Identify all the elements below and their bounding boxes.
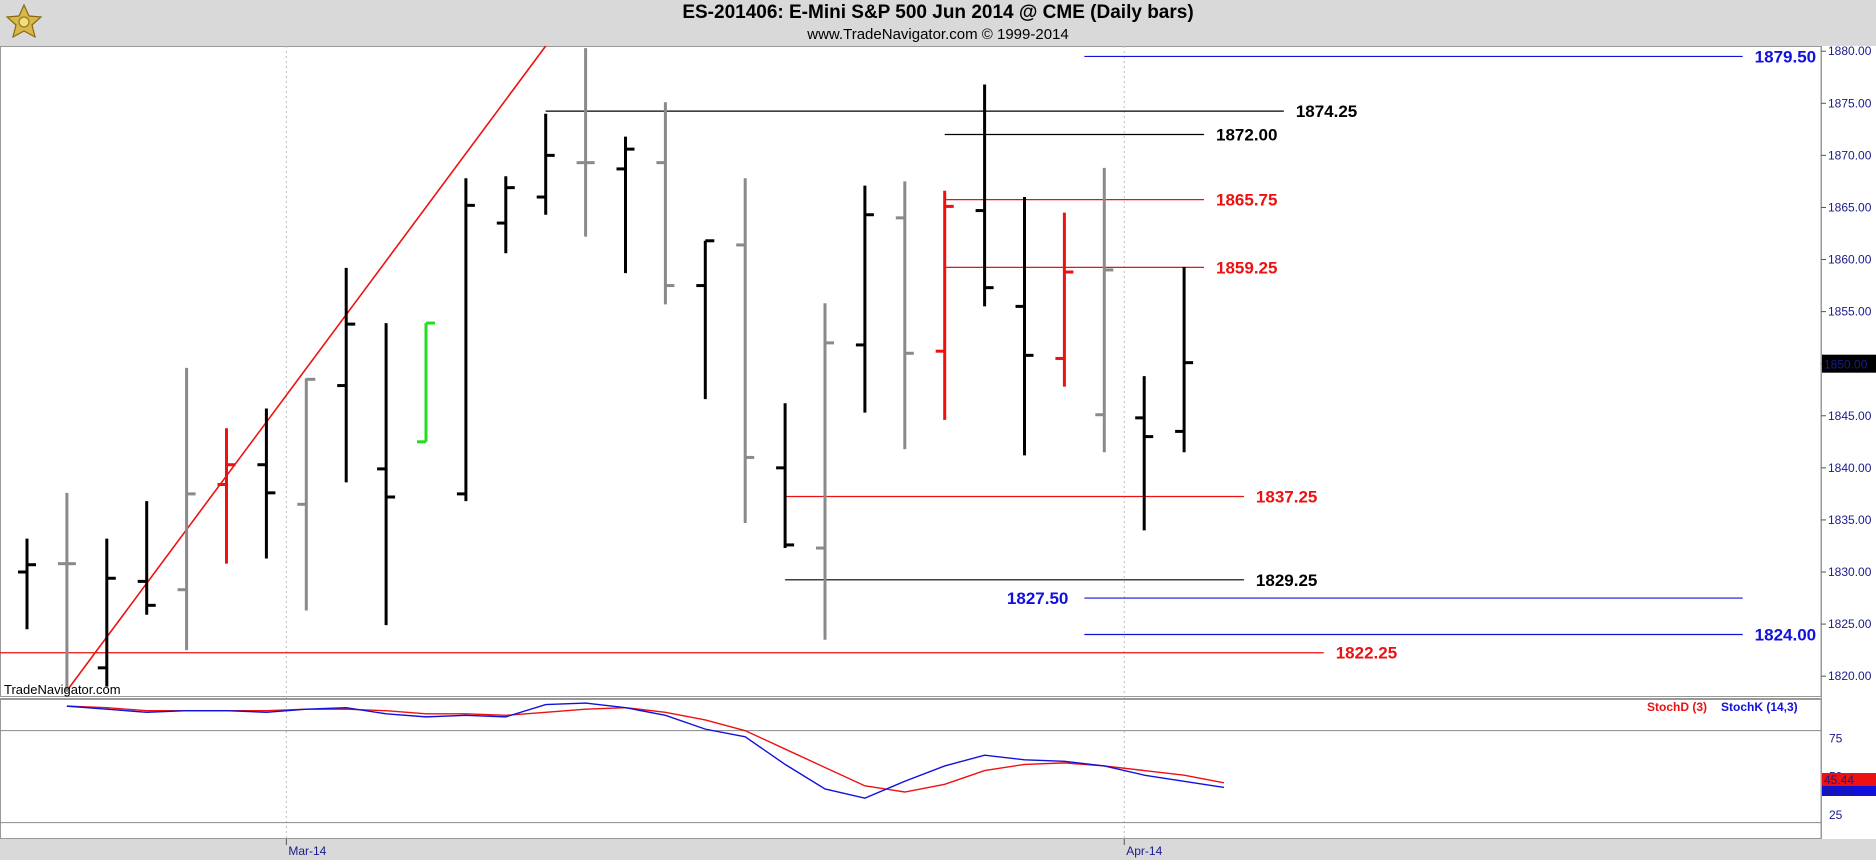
main-panel-frame bbox=[0, 46, 1822, 697]
y-tick-label: 1875.00 bbox=[1828, 96, 1872, 110]
last-price-label: 1850.00 bbox=[1824, 358, 1868, 372]
level-label: 1824.00 bbox=[1755, 626, 1816, 645]
y-tick-label: 1820.00 bbox=[1828, 669, 1872, 683]
chart-subtitle: www.TradeNavigator.com © 1999-2014 bbox=[807, 26, 1069, 43]
ohlc-bar bbox=[1175, 266, 1194, 453]
ohlc-bar bbox=[576, 48, 595, 237]
y-tick-label: 1860.00 bbox=[1828, 253, 1872, 267]
level-label: 1829.25 bbox=[1256, 571, 1317, 590]
y-tick-label: 1865.00 bbox=[1828, 200, 1872, 214]
ohlc-bar bbox=[616, 136, 635, 274]
ohlc-bar bbox=[1095, 167, 1114, 453]
y-axis-band bbox=[1821, 46, 1876, 839]
ohlc-bar bbox=[97, 538, 116, 687]
x-axis-band bbox=[0, 839, 1876, 860]
level-label: 1872.00 bbox=[1216, 126, 1277, 145]
osc-panel-frame bbox=[0, 699, 1822, 839]
y-tick-label: 1845.00 bbox=[1828, 409, 1872, 423]
stochk-value: 41.51 bbox=[1824, 784, 1854, 798]
ohlc-bar bbox=[1055, 212, 1074, 387]
chart-header: ES-201406: E-Mini S&P 500 Jun 2014 @ CME… bbox=[0, 0, 1876, 46]
y-tick-label: 1825.00 bbox=[1828, 617, 1872, 631]
ohlc-bar bbox=[736, 178, 755, 524]
osc-y-tick-label: 25 bbox=[1829, 808, 1843, 822]
ohlc-bar bbox=[975, 84, 994, 307]
ohlc-bar bbox=[816, 303, 834, 640]
ohlc-bar bbox=[297, 377, 316, 611]
ohlc-bar bbox=[656, 102, 675, 305]
ohlc-bar bbox=[895, 181, 914, 450]
osc-legend-entry: StochK (14,3) bbox=[1721, 700, 1798, 714]
x-tick-label: Mar-14 bbox=[288, 844, 326, 858]
ohlc-bar bbox=[137, 501, 156, 615]
navigator-logo-icon bbox=[5, 3, 43, 39]
level-label: 1827.50 bbox=[1007, 589, 1068, 608]
ohlc-bar bbox=[377, 323, 396, 626]
level-label: 1822.25 bbox=[1336, 644, 1397, 663]
ohlc-bar bbox=[18, 538, 36, 630]
level-label: 1859.25 bbox=[1216, 258, 1277, 277]
level-label: 1865.75 bbox=[1216, 191, 1277, 210]
osc-y-tick-label: 75 bbox=[1829, 731, 1843, 745]
ohlc-bar bbox=[257, 408, 276, 559]
y-tick-label: 1835.00 bbox=[1828, 513, 1872, 527]
ohlc-bar bbox=[935, 190, 954, 420]
level-label: 1837.25 bbox=[1256, 487, 1317, 506]
y-tick-label: 1870.00 bbox=[1828, 148, 1872, 162]
grid bbox=[0, 46, 1876, 860]
level-lines: 1879.50 1874.25 1872.00 1865.75 1859.25 1837.… bbox=[0, 47, 1816, 663]
y-tick-label: 1830.00 bbox=[1828, 565, 1872, 579]
price-bars bbox=[18, 48, 1194, 692]
ohlc-bar bbox=[1015, 197, 1034, 456]
y-tick-label: 1880.00 bbox=[1828, 44, 1872, 58]
ohlc-bar bbox=[177, 367, 196, 651]
ohlc-bar bbox=[57, 492, 76, 692]
ohlc-bar bbox=[417, 321, 435, 444]
ohlc-bar bbox=[456, 178, 475, 502]
ohlc-bar bbox=[536, 113, 555, 215]
ohlc-bar bbox=[337, 267, 356, 483]
level-label: 1874.25 bbox=[1296, 102, 1357, 121]
ohlc-bar bbox=[696, 239, 715, 400]
osc-series-line bbox=[66, 705, 1225, 793]
level-label: 1879.50 bbox=[1755, 47, 1816, 66]
watermark: TradeNavigator.com bbox=[4, 682, 121, 697]
stochd-value: 45.44 bbox=[1824, 773, 1854, 787]
ohlc-bar bbox=[855, 185, 874, 413]
osc-series-line bbox=[66, 702, 1225, 799]
stochk-value-box bbox=[1822, 786, 1876, 796]
axes: Mar-14 Apr-14 1820.00 1825.00 1830.00 1835.00… bbox=[285, 44, 1876, 858]
ohlc-bar bbox=[1135, 376, 1154, 531]
stochd-value-box bbox=[1822, 773, 1876, 786]
osc-legend-entry: StochD (3) bbox=[1647, 700, 1707, 714]
last-price-box bbox=[1822, 354, 1876, 373]
chart-title: ES-201406: E-Mini S&P 500 Jun 2014 @ CME… bbox=[682, 2, 1194, 23]
y-tick-label: 1840.00 bbox=[1828, 461, 1872, 475]
ohlc-bar bbox=[776, 403, 795, 549]
ohlc-bar bbox=[496, 176, 515, 254]
ohlc-bar bbox=[217, 428, 236, 564]
y-tick-label: 1855.00 bbox=[1828, 305, 1872, 319]
x-tick-label: Apr-14 bbox=[1126, 844, 1162, 858]
stochastic-panel: StochD (3) StochK (14,3) bbox=[0, 700, 1821, 824]
